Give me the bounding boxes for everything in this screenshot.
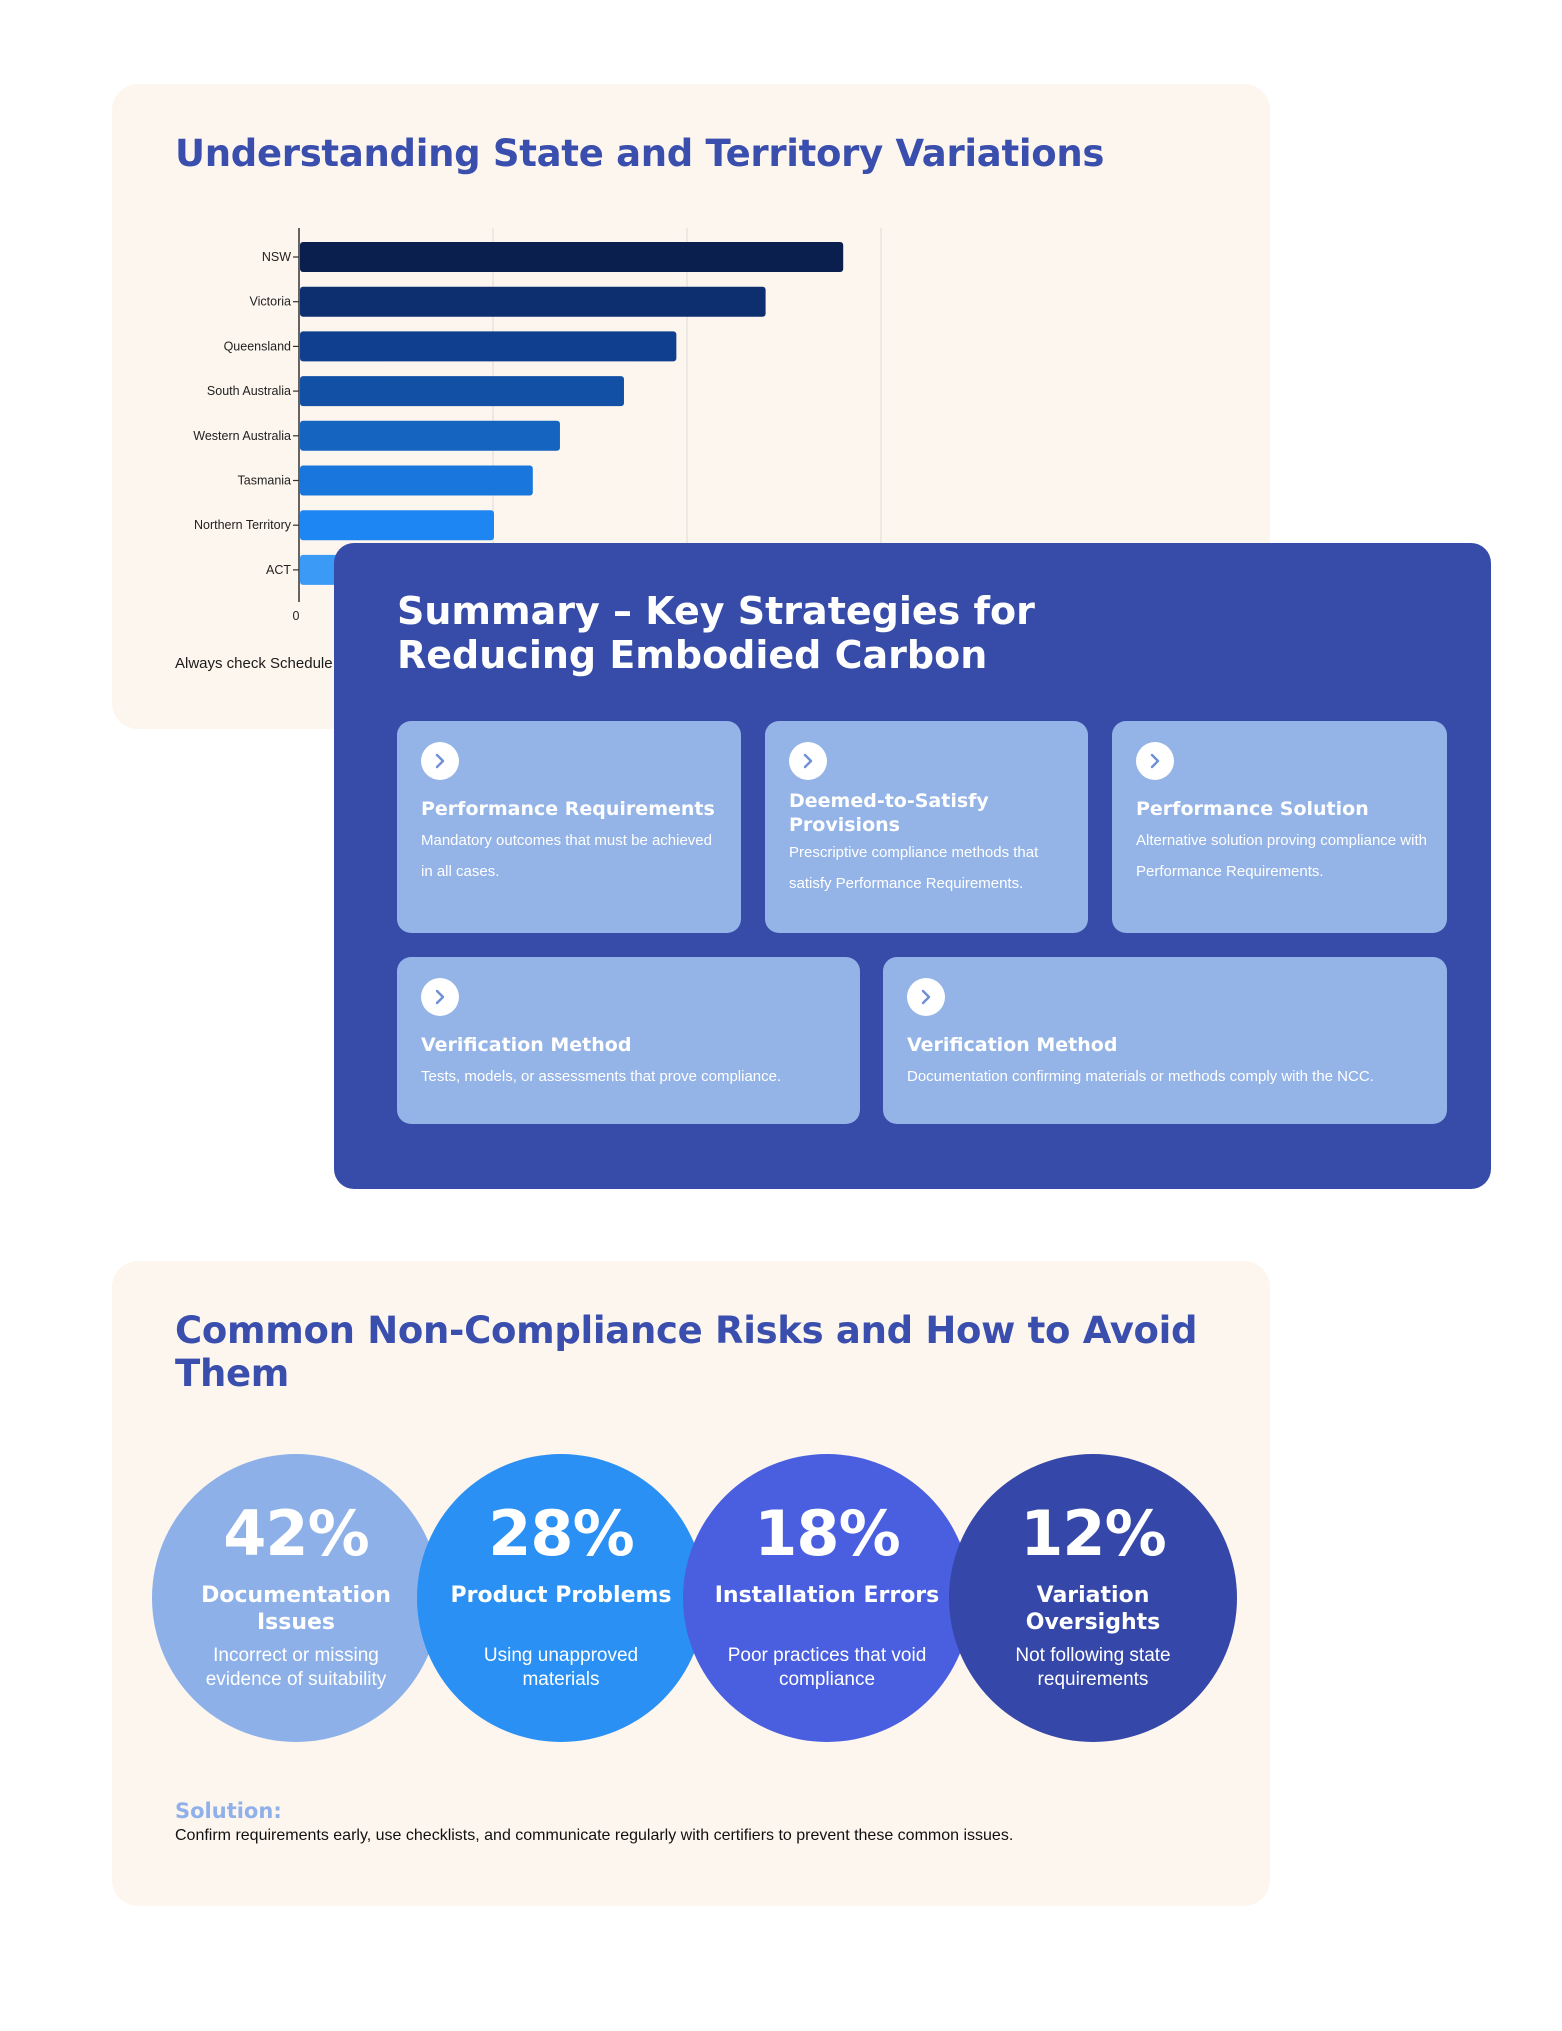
risk-percent: 12% — [1020, 1497, 1166, 1570]
chevron-right-icon — [421, 742, 459, 780]
bar-northern-territory — [300, 510, 494, 541]
category-label: Tasmania — [238, 474, 292, 488]
chevron-right-icon — [789, 742, 827, 780]
bar-western-australia — [300, 420, 560, 451]
solution-text: Confirm requirements early, use checklis… — [175, 1827, 1014, 1844]
tile-verification-documentation[interactable]: Verification Method Documentation confir… — [883, 957, 1447, 1124]
tile-desc: Alternative solution proving compliance … — [1136, 832, 1427, 880]
risks-card: Common Non-Compliance Risks and How to A… — [112, 1261, 1270, 1906]
tile-desc: Mandatory outcomes that must be achieved… — [421, 832, 712, 880]
tile-title: Verification Method — [907, 1034, 1118, 1056]
tile-verification-method[interactable]: Verification Method Tests, models, or as… — [397, 957, 860, 1124]
tile-desc: Documentation confirming materials or me… — [907, 1068, 1374, 1085]
chevron-right-icon — [1136, 742, 1174, 780]
tile-performance-requirements[interactable]: Performance Requirements Mandatory outco… — [397, 721, 741, 933]
risk-percent: 18% — [754, 1497, 900, 1570]
tile-performance-solution[interactable]: Performance Solution Alternative solutio… — [1112, 721, 1447, 933]
risk-circle-documentation: 42% Documentation Issues Incorrect or mi… — [152, 1454, 440, 1742]
risk-percent: 42% — [223, 1497, 369, 1570]
bar-victoria — [300, 286, 766, 317]
bar-queensland — [300, 331, 677, 362]
tile-title: Performance Requirements — [421, 798, 715, 820]
category-label: Western Australia — [193, 429, 291, 443]
bar-tasmania — [300, 465, 533, 496]
category-label: Victoria — [250, 295, 292, 309]
state-bar-chart: NSW Victoria Queensland South Australia West… — [193, 228, 882, 623]
risk-percent: 28% — [488, 1497, 634, 1570]
tile-title: Deemed-to-Satisfy Provisions — [789, 790, 989, 836]
tile-title: Performance Solution — [1136, 798, 1369, 820]
risk-desc: Using unapproved materials — [483, 1645, 639, 1690]
risk-circle-installation: 18% Installation Errors Poor practices t… — [683, 1454, 971, 1742]
risk-circle-product: 28% Product Problems Using unapproved ma… — [417, 1454, 705, 1742]
solution-label: Solution: — [175, 1799, 282, 1823]
x-tick-label: 0 — [293, 609, 300, 623]
summary-panel: Summary – Key Strategies for Reducing Em… — [334, 543, 1491, 1189]
category-label: South Australia — [207, 384, 291, 398]
category-label: ACT — [266, 563, 291, 577]
category-label: Northern Territory — [194, 518, 292, 532]
tile-title: Verification Method — [421, 1034, 632, 1056]
chevron-right-icon — [421, 978, 459, 1016]
bar-south-australia — [300, 376, 624, 407]
risks-title: Common Non-Compliance Risks and How to A… — [175, 1309, 1198, 1395]
bar-nsw — [300, 242, 844, 272]
risk-desc: Incorrect or missing evidence of suitabi… — [205, 1645, 387, 1690]
tile-desc: Prescriptive compliance methods that sat… — [789, 844, 1039, 892]
risk-label: Installation Errors — [714, 1583, 940, 1608]
risk-desc: Not following state requirements — [1015, 1645, 1171, 1690]
chart-slide-title: Understanding State and Territory Variat… — [175, 132, 1105, 175]
category-label: NSW — [262, 250, 291, 264]
chart-note: Always check Schedule — [175, 655, 333, 672]
risk-circle-variation: 12% Variation Oversights Not following s… — [949, 1454, 1237, 1742]
category-label: Queensland — [224, 339, 291, 353]
risk-label: Variation Oversights — [1025, 1583, 1161, 1635]
risk-label: Documentation Issues — [201, 1583, 391, 1635]
risk-desc: Poor practices that void compliance — [727, 1645, 927, 1690]
tile-desc: Tests, models, or assessments that prove… — [421, 1068, 782, 1085]
chevron-right-icon — [907, 978, 945, 1016]
summary-title: Summary – Key Strategies for Reducing Em… — [397, 589, 1035, 677]
tile-deemed-to-satisfy[interactable]: Deemed-to-Satisfy Provisions Prescriptiv… — [765, 721, 1088, 933]
risk-label: Product Problems — [450, 1583, 672, 1608]
